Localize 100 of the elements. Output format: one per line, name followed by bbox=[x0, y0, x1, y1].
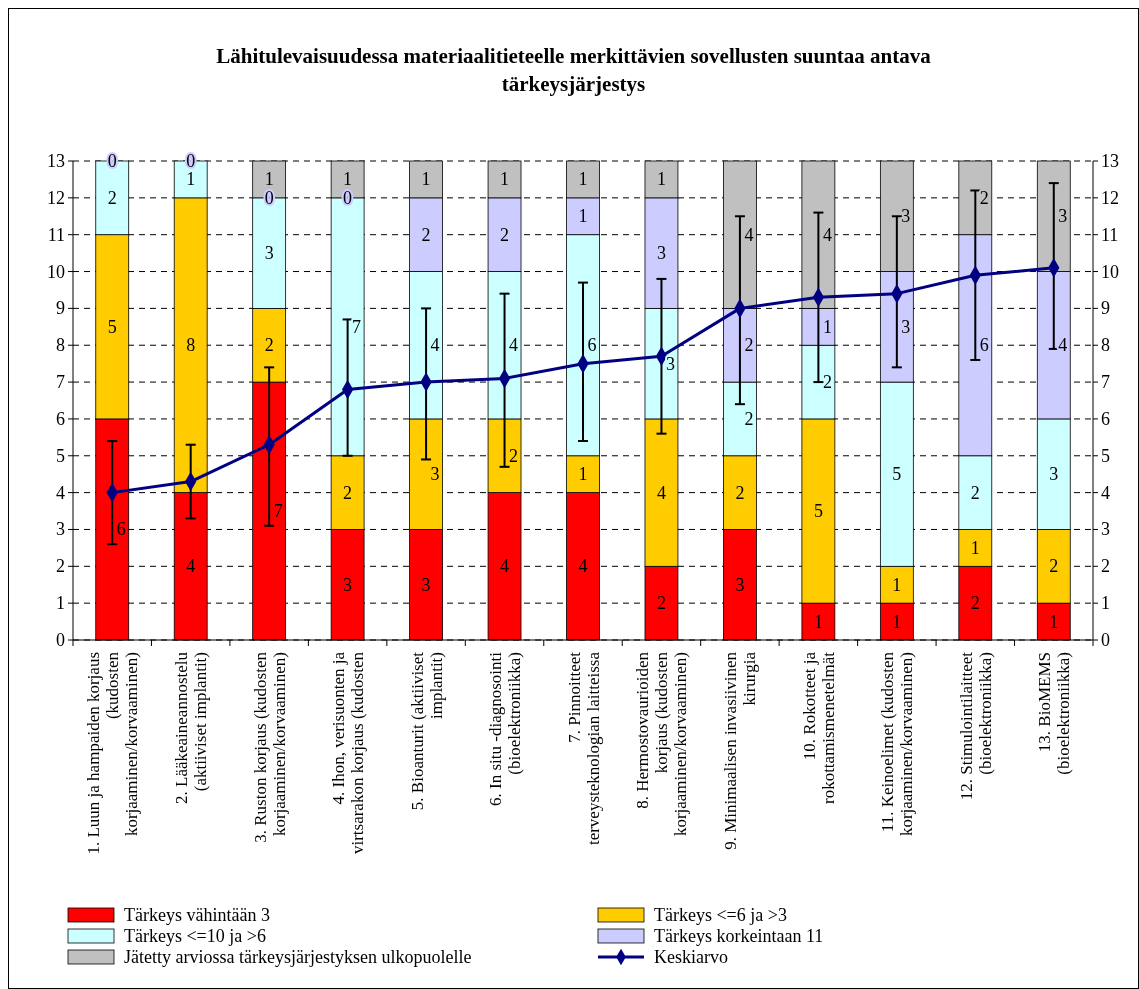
data-label: 1 bbox=[578, 464, 588, 485]
x-tick-label: 6. In situ -diagnosointi (bioelektroniikka) bbox=[486, 651, 525, 806]
data-label: 4 bbox=[656, 482, 666, 503]
data-label: 2 bbox=[107, 187, 117, 208]
data-label: 2 bbox=[744, 408, 754, 429]
y2-tick-label: 11 bbox=[1101, 224, 1119, 245]
y2-tick-label: 5 bbox=[1101, 445, 1110, 466]
data-label: 2 bbox=[264, 335, 274, 356]
y-tick-label: 13 bbox=[47, 151, 65, 171]
data-label: 6 bbox=[979, 335, 989, 356]
data-label: 8 bbox=[186, 335, 196, 356]
data-label: 1 bbox=[578, 206, 588, 227]
data-label: 2 bbox=[822, 372, 832, 393]
data-label: 3 bbox=[901, 206, 911, 227]
data-label: 1 bbox=[186, 169, 196, 190]
y-tick-label: 7 bbox=[56, 372, 65, 393]
y2-tick-label: 1 bbox=[1101, 593, 1110, 614]
y2-tick-label: 10 bbox=[1101, 261, 1119, 282]
y2-tick-label: 6 bbox=[1101, 408, 1110, 429]
y2-tick-label: 4 bbox=[1101, 482, 1110, 503]
y-tick-label: 8 bbox=[56, 335, 65, 356]
y2-tick-label: 12 bbox=[1101, 187, 1119, 208]
data-label: 2 bbox=[500, 224, 510, 245]
x-tick-label: 8. Hermostovaurioiden korjaus (kudosten korjaaminen/korvaaminen) bbox=[633, 651, 691, 837]
y2-tick-label: 2 bbox=[1101, 556, 1110, 577]
y-tick-label: 4 bbox=[56, 482, 65, 503]
data-label: 3 bbox=[1058, 206, 1068, 227]
x-tick-label: 3. Ruston korjaus (kudosten korjaaminen/korvaaminen) bbox=[250, 651, 289, 843]
data-label: 1 bbox=[892, 574, 902, 595]
y2-tick-label: 0 bbox=[1101, 630, 1110, 650]
data-label: 2 bbox=[744, 335, 754, 356]
data-label: 3 bbox=[665, 353, 675, 374]
data-label: 0 bbox=[186, 151, 196, 171]
data-label: 4 bbox=[186, 556, 196, 577]
data-label: 2 bbox=[735, 482, 745, 503]
x-tick-label: 12. Stimulointilaitteet (bioelektroniikka) bbox=[956, 651, 995, 801]
data-label: 3 bbox=[656, 243, 666, 264]
legend-label: Tärkeys <=6 ja >3 bbox=[654, 905, 787, 925]
y-tick-label: 6 bbox=[56, 408, 65, 429]
data-label: 2 bbox=[979, 187, 989, 208]
legend-label: Keskiarvo bbox=[654, 947, 728, 967]
x-tick-label: 1. Luun ja hampaiden korjaus (kudosten korjaaminen/korvaaminen) bbox=[84, 651, 142, 855]
y2-tick-label: 7 bbox=[1101, 372, 1110, 393]
y-tick-label: 3 bbox=[56, 519, 65, 540]
data-label: 3 bbox=[264, 243, 274, 264]
data-label: 1 bbox=[822, 316, 832, 337]
data-label: 4 bbox=[822, 224, 832, 245]
data-label: 4 bbox=[509, 335, 519, 356]
y-tick-label: 2 bbox=[56, 556, 65, 577]
data-label: 1 bbox=[656, 169, 666, 190]
y-tick-label: 11 bbox=[47, 224, 65, 245]
data-label: 3 bbox=[735, 574, 745, 595]
data-label: 1 bbox=[421, 169, 431, 190]
data-label: 1 bbox=[970, 537, 980, 558]
data-label: 6 bbox=[116, 519, 126, 540]
y-tick-label: 10 bbox=[47, 261, 65, 282]
data-label: 1 bbox=[578, 169, 588, 190]
data-label: 5 bbox=[107, 316, 117, 337]
data-label: 3 bbox=[901, 316, 911, 337]
x-tick-label: 2. Lääkeaineannostelu (aktiiviset implantit) bbox=[172, 651, 211, 804]
data-label: 4 bbox=[744, 224, 754, 245]
legend-label: Tärkeys korkeintaan 11 bbox=[654, 926, 824, 946]
x-tick-label: 5. Bioanturit (aktiiviset implantit) bbox=[407, 651, 446, 811]
data-label: 2 bbox=[970, 593, 980, 614]
y-tick-label: 0 bbox=[56, 630, 65, 650]
data-label: 7 bbox=[273, 501, 283, 522]
legend-label: Tärkeys vähintään 3 bbox=[124, 905, 270, 925]
y-tick-label: 9 bbox=[56, 298, 65, 319]
x-tick-label: 13. BioMEMS (bioelektroniikka) bbox=[1035, 652, 1074, 775]
data-label: 4 bbox=[578, 556, 588, 577]
data-label: 3 bbox=[430, 464, 440, 485]
data-label: 1 bbox=[264, 169, 274, 190]
legend-label: Tärkeys <=10 ja >6 bbox=[124, 926, 266, 946]
data-label: 1 bbox=[813, 611, 823, 632]
data-label: 3 bbox=[1049, 464, 1059, 485]
legend-label: Jätetty arviossa tärkeysjärjestyksen ulkopuolelle bbox=[124, 947, 472, 967]
y2-tick-label: 8 bbox=[1101, 335, 1110, 356]
data-label: 1 bbox=[1049, 611, 1059, 632]
chart-title: Lähitulevaisuudessa materiaalitieteelle merkittävien sovellusten suuntaa antava tärkeysjärjestys bbox=[216, 44, 932, 96]
data-label: 2 bbox=[970, 482, 980, 503]
data-label: 4 bbox=[1058, 335, 1068, 356]
y2-tick-label: 13 bbox=[1101, 151, 1119, 171]
y-tick-label: 1 bbox=[56, 593, 65, 614]
data-label: 1 bbox=[892, 611, 902, 632]
data-label: 3 bbox=[421, 574, 431, 595]
data-label: 1 bbox=[500, 169, 510, 190]
data-label: 6 bbox=[587, 335, 597, 356]
data-label: 4 bbox=[500, 556, 510, 577]
data-label: 7 bbox=[352, 316, 362, 337]
x-tick-label: 11. Keinoelimet (kudosten korjaaminen/korvaaminen) bbox=[878, 651, 917, 837]
data-label: 5 bbox=[892, 464, 902, 485]
data-label: 1 bbox=[343, 169, 353, 190]
data-label: 2 bbox=[421, 224, 431, 245]
data-label: 4 bbox=[430, 335, 440, 356]
data-label: 2 bbox=[343, 482, 353, 503]
data-label: 2 bbox=[509, 445, 519, 466]
y2-tick-label: 9 bbox=[1101, 298, 1110, 319]
data-label: 2 bbox=[1049, 556, 1059, 577]
data-label: 5 bbox=[813, 501, 823, 522]
data-label: 0 bbox=[107, 151, 117, 171]
